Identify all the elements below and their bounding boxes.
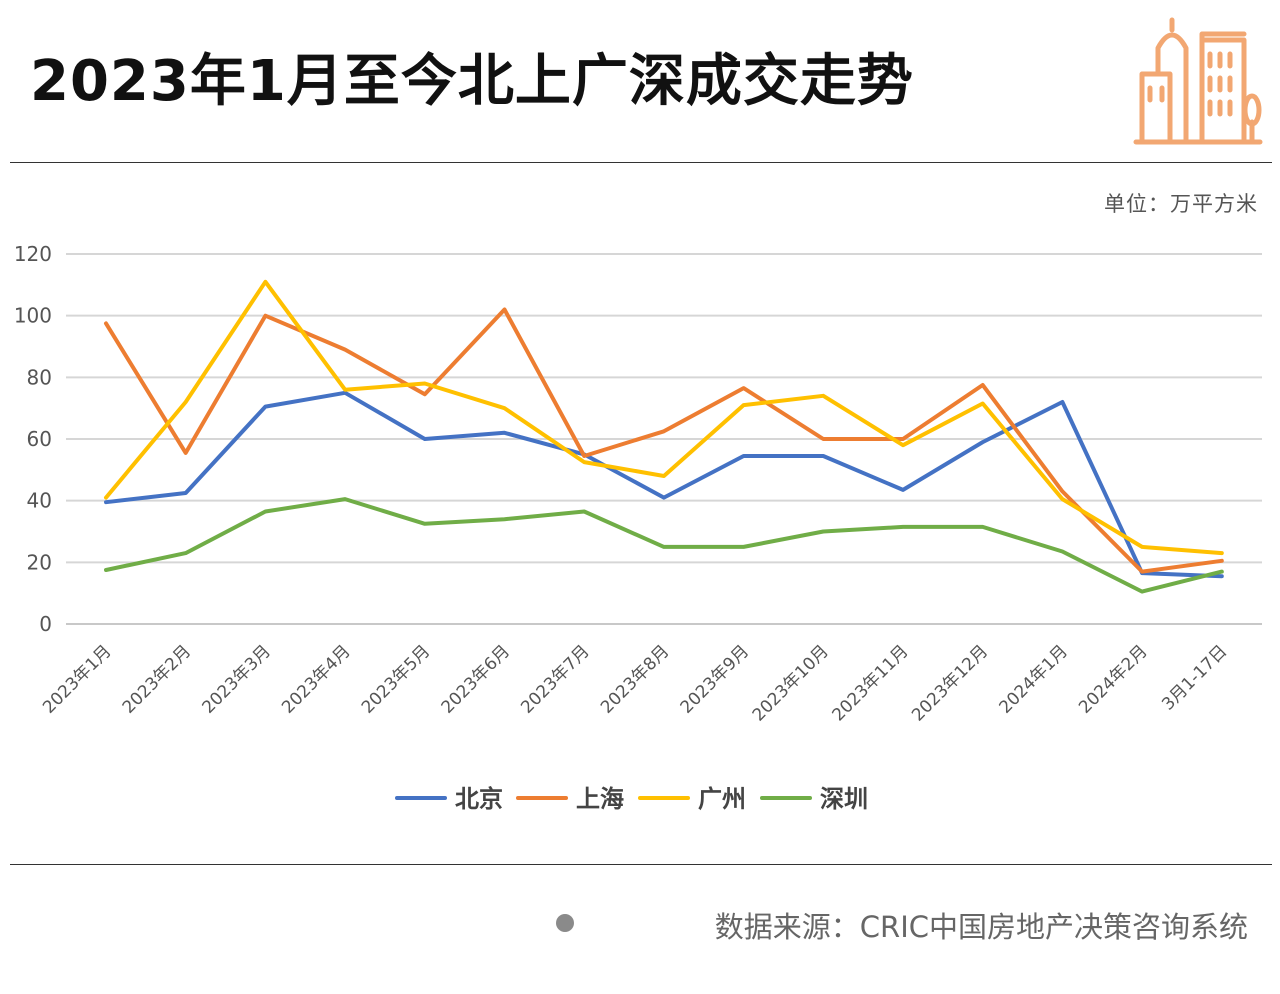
footer-divider xyxy=(10,864,1272,865)
y-tick-label: 80 xyxy=(27,365,52,389)
series-line xyxy=(104,307,1224,574)
y-tick-label: 120 xyxy=(14,242,52,266)
x-tick-label: 2023年12月 xyxy=(908,641,992,725)
x-tick-label: 3月1-17日 xyxy=(1158,641,1231,714)
legend-label: 广州 xyxy=(698,785,746,813)
x-tick-label: 2023年6月 xyxy=(438,641,514,717)
x-tick-label: 2023年2月 xyxy=(119,641,195,717)
series-line xyxy=(104,497,1224,594)
x-tick-label: 2023年7月 xyxy=(517,641,593,717)
legend-label: 上海 xyxy=(576,785,624,813)
x-tick-label: 2023年9月 xyxy=(677,641,753,717)
y-tick-label: 0 xyxy=(39,612,52,636)
y-tick-label: 60 xyxy=(27,427,52,451)
series-line xyxy=(104,279,1224,556)
x-tick-label: 2023年10月 xyxy=(749,641,833,725)
x-tick-label: 2024年1月 xyxy=(996,641,1072,717)
unit-label: 单位：万平方米 xyxy=(1104,192,1258,216)
legend-label: 深圳 xyxy=(820,785,868,813)
header-divider xyxy=(10,162,1272,163)
y-tick-label: 100 xyxy=(14,304,52,328)
page-title: 2023年1月至今北上广深成交走势 xyxy=(30,49,914,114)
y-tick-label: 20 xyxy=(27,550,52,574)
x-tick-label: 2023年1月 xyxy=(39,641,115,717)
x-tick-label: 2023年11月 xyxy=(828,641,912,725)
bullet-dot xyxy=(556,914,574,932)
y-tick-label: 40 xyxy=(27,489,52,513)
x-tick-label: 2023年3月 xyxy=(199,641,275,717)
x-tick-label: 2023年8月 xyxy=(597,641,673,717)
series-line xyxy=(104,390,1224,579)
building-icon xyxy=(1133,17,1263,145)
data-source: 数据来源：CRIC中国房地产决策咨询系统 xyxy=(714,910,1248,944)
x-tick-label: 2024年2月 xyxy=(1075,641,1151,717)
legend-label: 北京 xyxy=(455,785,503,813)
x-tick-label: 2023年4月 xyxy=(278,641,354,717)
x-tick-label: 2023年5月 xyxy=(358,641,434,717)
